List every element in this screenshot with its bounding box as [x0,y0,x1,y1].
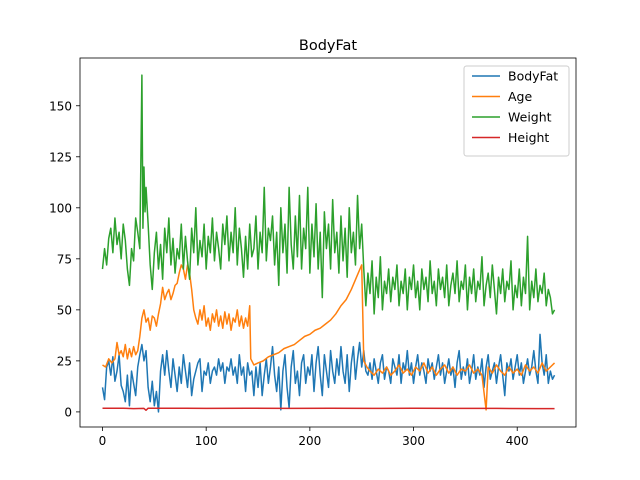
y-tick-label: 100 [49,201,72,215]
series-line-weight [101,74,556,315]
y-tick-label: 125 [49,150,72,164]
legend-label-age: Age [508,89,532,104]
legend-label-weight: Weight [508,110,552,125]
legend: BodyFat Age Weight Height [463,65,570,157]
series-line-bodyfat [101,333,556,413]
legend-label-bodyfat: BodyFat [508,69,558,84]
series-line-height [102,407,555,412]
axes-frame [79,57,577,428]
y-tick-label: 50 [57,303,72,317]
axes: 0 100 200 300 400 0 25 50 75 100 125 150 [49,57,577,448]
x-tick-label: 200 [298,434,321,448]
x-tick-label: 400 [506,434,529,448]
legend-label-height: Height [508,130,549,145]
legend-box [463,65,570,157]
x-tick-label: 300 [402,434,425,448]
y-tick-label: 0 [64,405,72,419]
x-tick-label: 100 [195,434,218,448]
series-line-age [102,264,556,411]
x-tick-label: 0 [99,434,107,448]
y-tick-label: 150 [49,99,72,113]
chart-title: BodyFat [299,38,357,54]
y-tick-label: 75 [57,252,72,266]
y-tick-label: 25 [57,354,72,368]
plot-area [101,74,556,413]
